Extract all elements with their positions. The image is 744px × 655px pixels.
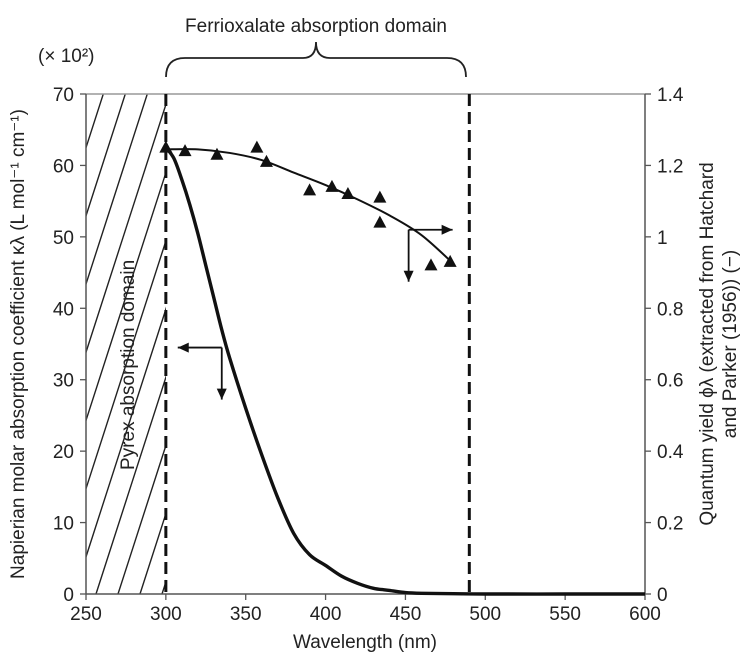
quantum-yield-point	[424, 258, 438, 271]
y-left-tick-label: 20	[53, 442, 74, 463]
y-right-tick-label: 0.4	[657, 442, 684, 463]
y-right-tick-label: 0.6	[657, 371, 683, 392]
y-right-axis-label-line1: Quantum yield ϕλ (extracted from Hatchar…	[697, 162, 718, 525]
arrow-head	[441, 224, 453, 235]
x-tick-label: 600	[629, 604, 661, 625]
quantum-yield-point	[159, 140, 173, 153]
hatch-line	[206, 0, 406, 594]
arrow-head	[177, 342, 189, 353]
y-left-tick-label: 0	[63, 585, 74, 606]
arrow-head	[403, 270, 414, 282]
y-left-axis-label: Napierian molar absorption coefficient κ…	[8, 109, 29, 579]
y-right-tick-label: 1.4	[657, 85, 684, 106]
y-left-tick-label: 70	[53, 85, 74, 106]
hatch-line	[272, 0, 472, 594]
y-left-tick-label: 60	[53, 156, 74, 177]
y-right-tick-label: 0.2	[657, 514, 683, 535]
y-right-tick-label: 1.2	[657, 156, 683, 177]
pyrex-annotation: Pyrex absorption domain	[118, 260, 139, 470]
quantum-yield-point	[373, 190, 387, 203]
y-right-axis-label-line2: and Parker (1956)) (−)	[720, 250, 741, 439]
hatch-line	[86, 306, 166, 560]
x-tick-label: 350	[230, 604, 262, 625]
quantum-yield-point	[178, 144, 192, 157]
hatch-line	[86, 238, 166, 491]
x-tick-label: 250	[70, 604, 102, 625]
y-left-tick-label: 10	[53, 514, 74, 535]
quantum-yield-point	[325, 179, 339, 192]
hatch-line	[95, 374, 166, 594]
y-left-tick-label: 40	[53, 299, 74, 320]
quantum-yield-point	[259, 154, 273, 167]
hatch-line	[86, 170, 166, 423]
x-tick-label: 450	[390, 604, 422, 625]
hatch-line	[117, 442, 166, 594]
hatch-line	[86, 101, 166, 355]
hatch-line	[294, 0, 494, 594]
quantum-yield-point	[303, 183, 317, 196]
ferrioxalate-brace	[165, 41, 467, 78]
quantum-yield-point	[250, 140, 264, 153]
chart-title: Ferrioxalate absorption domain	[185, 16, 447, 37]
y-right-tick-label: 0.8	[657, 299, 683, 320]
x-axis-label: Wavelength (nm)	[293, 632, 437, 653]
quantum-yield-point	[373, 215, 387, 228]
hatch-line	[228, 0, 428, 594]
arrow-head	[216, 388, 227, 400]
hatch-line	[161, 579, 166, 594]
x-tick-label: 400	[310, 604, 342, 625]
y-left-tick-label: 50	[53, 228, 74, 249]
x-tick-label: 500	[469, 604, 501, 625]
y-right-tick-label: 1	[657, 228, 668, 249]
quantum-yield-fit-line	[165, 148, 455, 265]
y-left-tick-label: 30	[53, 371, 74, 392]
x-tick-label: 550	[549, 604, 581, 625]
x-tick-label: 300	[150, 604, 182, 625]
quantum-yield-point	[341, 187, 355, 199]
y-left-multiplier: (× 10²)	[38, 46, 95, 67]
hatch-line	[139, 511, 166, 594]
quantum-yield-point	[443, 254, 457, 267]
quantum-yield-point	[210, 147, 224, 160]
absorption-coefficient-line	[164, 146, 645, 596]
y-right-tick-label: 0	[657, 585, 668, 606]
pyrex-hatch	[86, 0, 494, 594]
